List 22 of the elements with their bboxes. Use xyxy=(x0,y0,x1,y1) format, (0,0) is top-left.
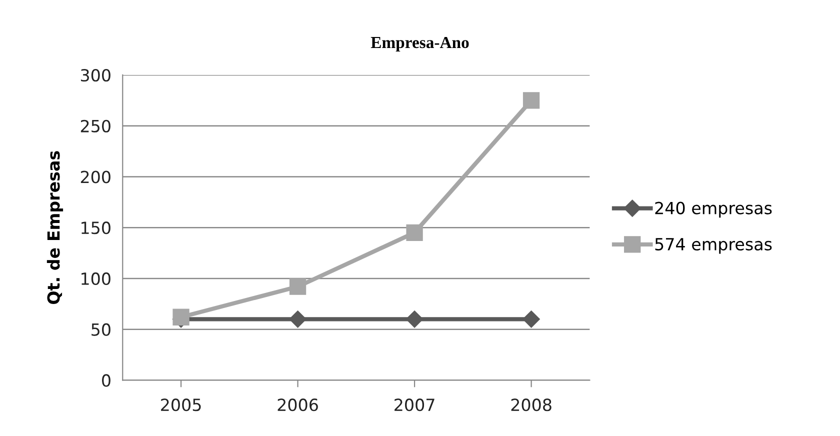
x-tick-label: 2007 xyxy=(394,398,434,412)
chart-title: Empresa-Ano xyxy=(370,36,469,52)
point xyxy=(289,278,306,295)
x-tick-label: 2005 xyxy=(161,398,201,412)
y-tick-label: 50 xyxy=(92,323,110,336)
point xyxy=(172,308,190,326)
point xyxy=(289,310,306,328)
point xyxy=(406,224,423,242)
x-tick-label: 2008 xyxy=(511,398,552,412)
point xyxy=(406,310,424,328)
x-tick-label: 2006 xyxy=(278,398,318,412)
y-tick-label: 300 xyxy=(80,68,110,82)
legend-label: 574 empresas xyxy=(655,238,772,254)
y-tick-label: 250 xyxy=(80,120,110,132)
y-tick-label: 150 xyxy=(82,222,110,234)
y-axis-title: Qt. de Empresas xyxy=(46,151,64,304)
point xyxy=(522,310,540,328)
legend-label: 240 empresas xyxy=(655,202,772,218)
y-tick-label: 0 xyxy=(102,374,110,387)
y-tick-label: 100 xyxy=(82,272,110,286)
y-tick-label: 200 xyxy=(80,170,110,184)
point xyxy=(522,92,540,109)
